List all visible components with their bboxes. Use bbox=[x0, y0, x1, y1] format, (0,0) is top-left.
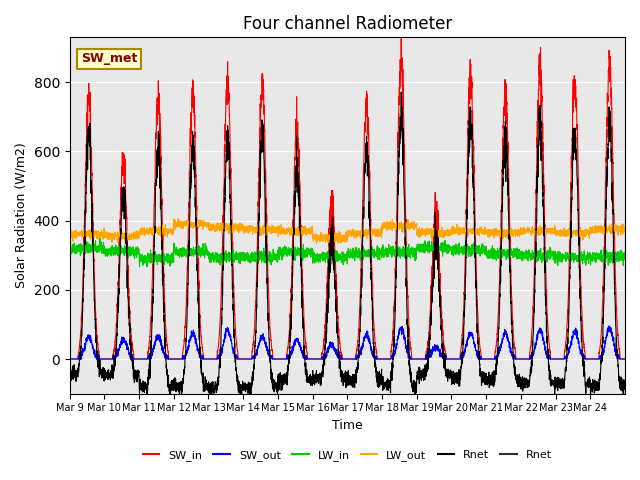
Title: Four channel Radiometer: Four channel Radiometer bbox=[243, 15, 452, 33]
Text: SW_met: SW_met bbox=[81, 52, 137, 65]
Y-axis label: Solar Radiation (W/m2): Solar Radiation (W/m2) bbox=[15, 143, 28, 288]
Legend: SW_in, SW_out, LW_in, LW_out, Rnet, Rnet: SW_in, SW_out, LW_in, LW_out, Rnet, Rnet bbox=[138, 445, 556, 465]
X-axis label: Time: Time bbox=[332, 419, 363, 432]
